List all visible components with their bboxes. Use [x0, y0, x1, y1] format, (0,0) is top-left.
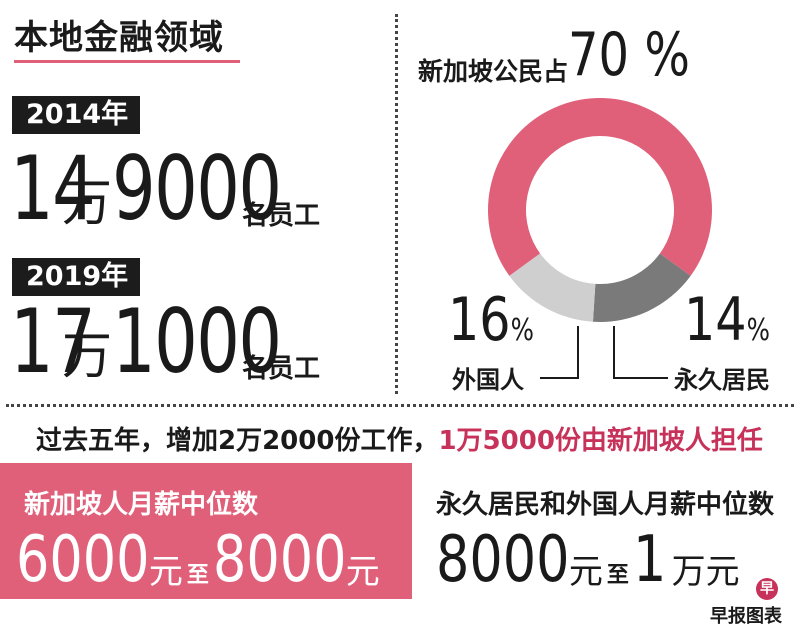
vertical-divider: [395, 14, 398, 394]
employment-2019-num2: 1000: [111, 290, 282, 393]
salary-sg-unit2: 元: [345, 552, 380, 592]
donut-slice-pr: [509, 253, 596, 322]
jobs-sentence-normal: 过去五年，增加2万2000份工作，: [36, 426, 439, 456]
employment-2019-wan: 万: [61, 327, 112, 385]
employment-2014-wan: 万: [61, 174, 112, 232]
salary-sg-num2: 8000: [212, 523, 347, 597]
citizen-share-label: 新加坡公民占: [418, 57, 569, 86]
jobs-sentence-highlight: 1万5000份由新加坡人担任: [438, 426, 763, 456]
employment-2014: 14 万 9000 名员工: [10, 145, 320, 233]
foreigners-pct-sign: %: [510, 313, 534, 348]
donut-slice-citizens: [488, 98, 712, 276]
employment-2014-num2: 9000: [111, 137, 282, 240]
foreigners-pct-value: 16: [448, 285, 511, 355]
donut-slice-foreigners: [592, 253, 691, 322]
donut-chart: [488, 98, 712, 322]
employment-2019: 17 万 1000 名员工: [10, 298, 320, 386]
employment-2014-num1: 14: [10, 137, 96, 240]
citizen-share-pct: 70 %: [568, 20, 690, 90]
salary-sg-unit1: 元: [148, 552, 183, 592]
page-title: 本地金融领域: [14, 18, 224, 58]
salary-others-unit1: 元: [568, 552, 603, 592]
salary-others-to: 至: [606, 563, 629, 588]
horizontal-divider: [6, 404, 794, 407]
salary-others-value: 8000 元 至 1 万元: [436, 528, 740, 592]
pr-pct-value: 14: [684, 285, 747, 355]
employment-2019-num1: 17: [10, 290, 96, 393]
pr-pct-sign: %: [746, 313, 770, 348]
foreigners-pct: 16%: [448, 290, 534, 361]
salary-others-unit2: 万元: [671, 552, 740, 592]
salary-sg-num1: 6000: [16, 523, 150, 597]
salary-sg-value: 6000 元 至 8000 元: [16, 528, 380, 592]
employment-2014-unit: 名员工: [241, 201, 320, 231]
salary-sg-to: 至: [186, 563, 209, 588]
foreigners-label: 外国人: [452, 366, 524, 394]
pr-pct: 14%: [684, 290, 770, 361]
employment-2019-unit: 名员工: [241, 354, 320, 384]
salary-others-num1: 8000: [436, 523, 570, 597]
leader-line-pr: [613, 326, 668, 379]
zaobao-logo-icon: 早: [756, 578, 778, 600]
year-badge-2014: 2014年: [12, 96, 141, 134]
pr-label: 永久居民: [674, 366, 770, 394]
year-badge-2019: 2019年: [12, 258, 141, 296]
source-credit: 早报图表: [710, 606, 782, 626]
title-underline: [14, 60, 240, 63]
salary-sg-title: 新加坡人月薪中位数: [24, 490, 259, 520]
salary-panel-sg: [0, 463, 412, 599]
leader-line-foreigners: [540, 326, 579, 379]
salary-others-num2: 1: [632, 523, 667, 597]
salary-others-title: 永久居民和外国人月薪中位数: [436, 490, 775, 520]
jobs-sentence: 过去五年，增加2万2000份工作，1万5000份由新加坡人担任: [36, 420, 763, 457]
